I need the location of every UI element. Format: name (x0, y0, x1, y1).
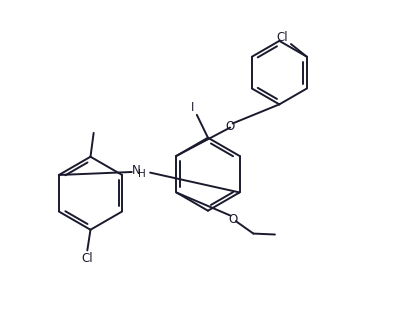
Text: O: O (225, 120, 234, 133)
Text: H: H (138, 169, 146, 179)
Text: Cl: Cl (276, 31, 288, 44)
Text: O: O (229, 213, 238, 226)
Text: N: N (132, 164, 141, 177)
Text: Cl: Cl (82, 252, 93, 265)
Text: I: I (191, 101, 194, 114)
